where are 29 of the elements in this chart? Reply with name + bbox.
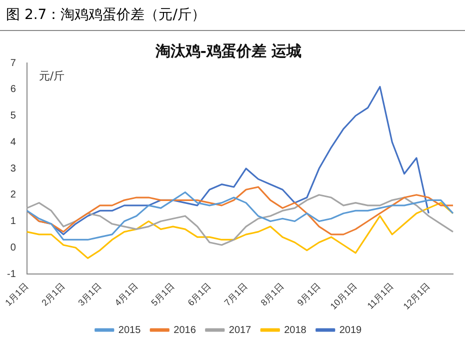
x-tick-label: 6月1日 — [186, 280, 213, 308]
x-tick-label: 3月1日 — [76, 280, 104, 308]
legend-label: 2016 — [174, 324, 196, 336]
legend-label: 2015 — [118, 324, 142, 336]
y-tick-label: 1 — [10, 216, 16, 228]
x-tick-label: 4月1日 — [112, 280, 140, 308]
x-tick-label: 5月1日 — [149, 280, 176, 308]
x-tick-label: 10月1日 — [328, 280, 359, 312]
y-tick-label: 3 — [10, 163, 16, 174]
y-tick-label: 7 — [10, 58, 16, 69]
legend-label: 2019 — [339, 324, 362, 336]
x-tick-label: 12月1日 — [401, 280, 432, 312]
chart-subtitle: 淘汰鸡-鸡蛋价差 运城 — [154, 42, 302, 60]
y-tick-label: -1 — [6, 268, 16, 280]
chart-title: 图 2.7：淘鸡鸡蛋价差（元/斤） — [0, 0, 465, 31]
x-tick-label: 7月1日 — [222, 280, 250, 308]
y-tick-label: 0 — [10, 242, 16, 254]
x-tick-label: 1月1日 — [3, 280, 30, 308]
y-tick-label: 6 — [10, 84, 16, 96]
x-tick-label: 11月1日 — [365, 280, 396, 311]
y-tick-label: 5 — [10, 110, 16, 122]
x-tick-label: 2月1日 — [40, 280, 67, 308]
x-tick-label: 8月1日 — [258, 280, 286, 308]
y-tick-label: 2 — [10, 190, 16, 201]
legend-label: 2017 — [228, 324, 252, 336]
y-axis-title: 元/斤 — [38, 69, 65, 82]
y-tick-label: 4 — [10, 136, 16, 148]
legend-label: 2018 — [284, 324, 307, 336]
x-tick-label: 9月1日 — [295, 280, 322, 308]
